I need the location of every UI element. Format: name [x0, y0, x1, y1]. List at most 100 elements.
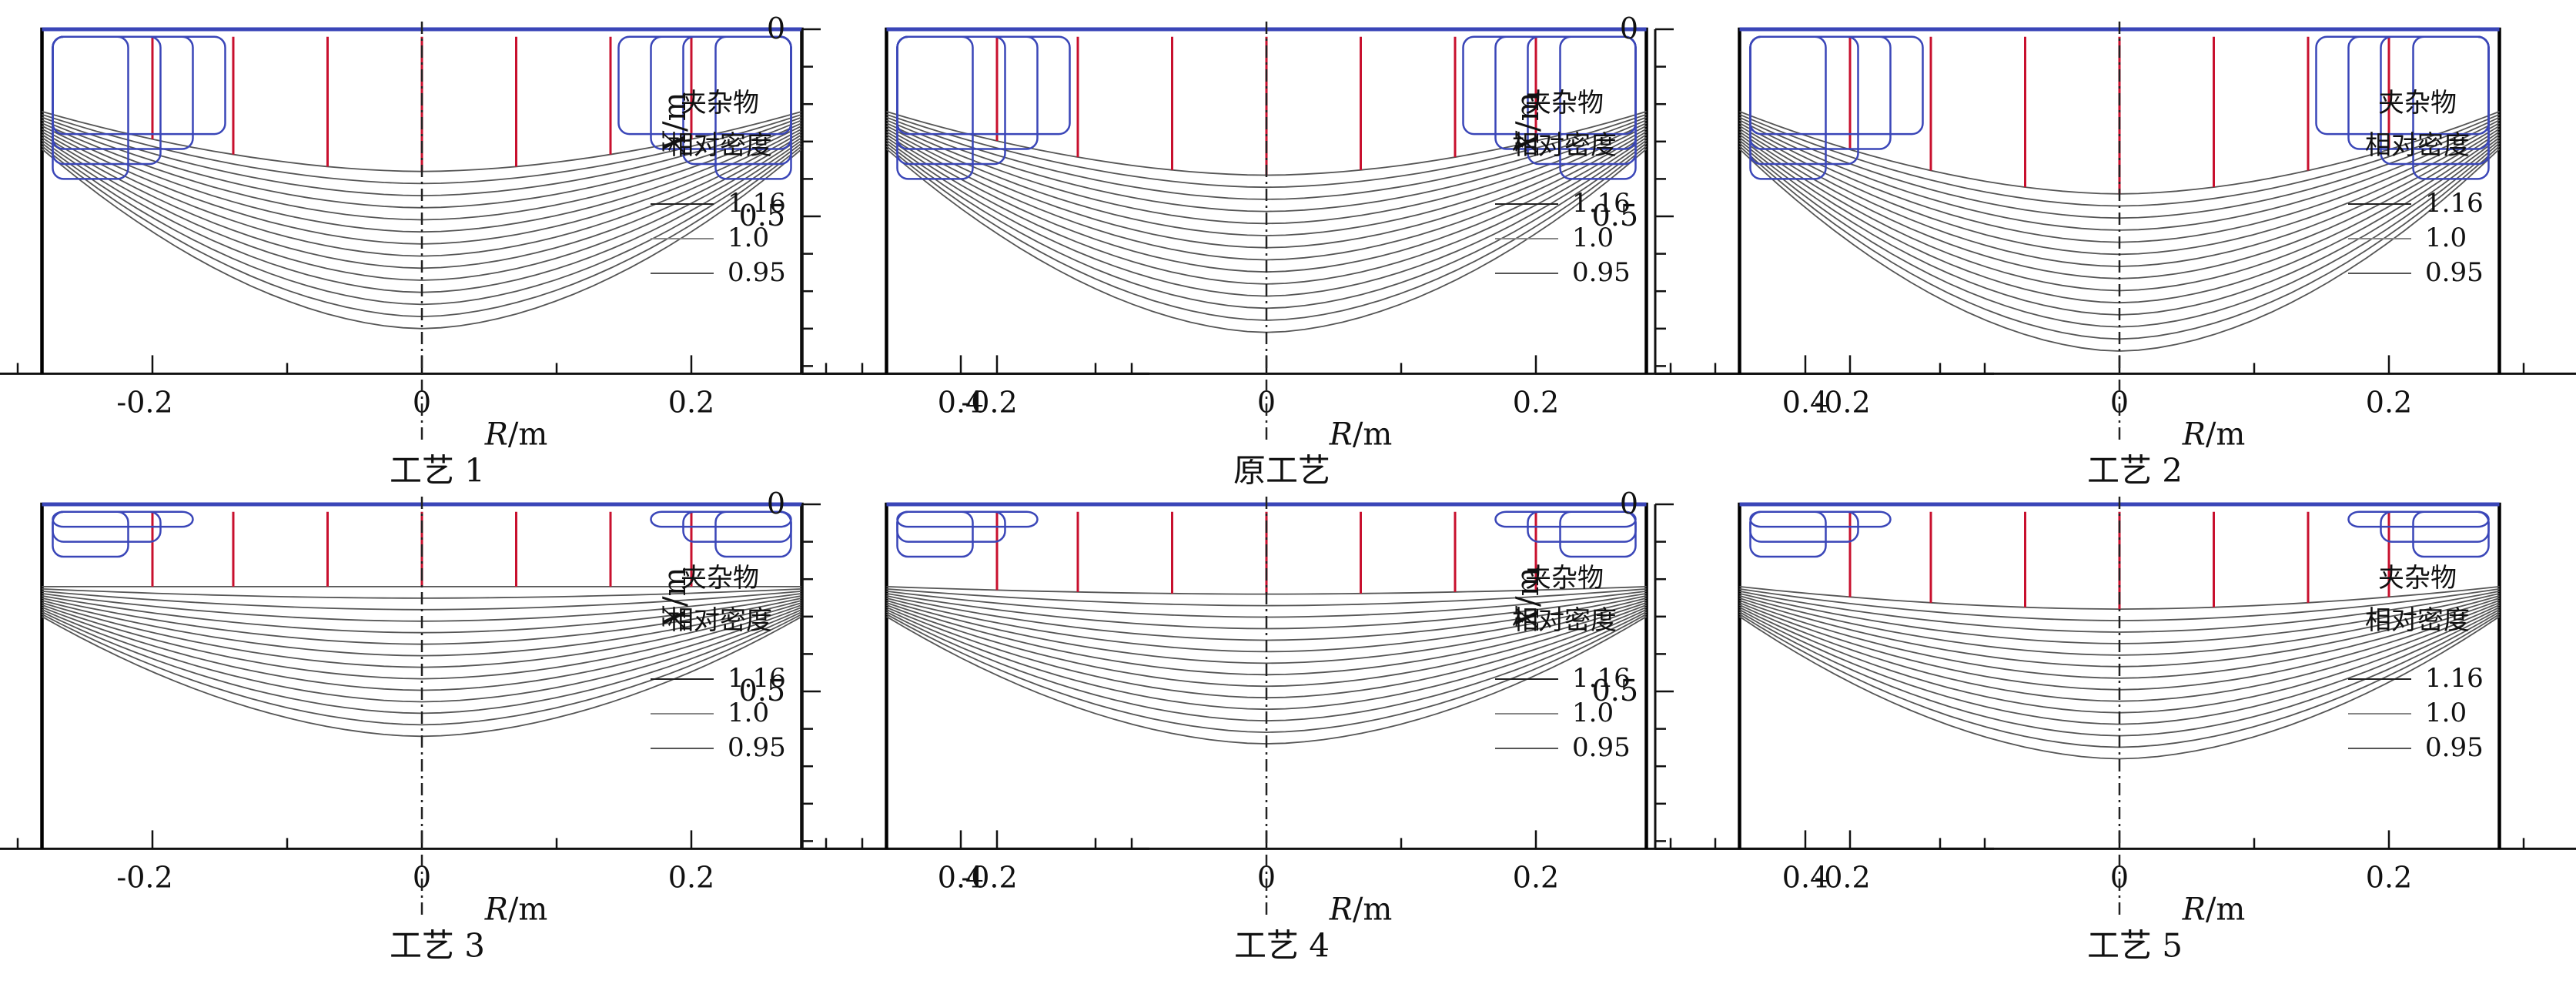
sump-contour	[1739, 600, 2500, 679]
sump-contour	[42, 125, 802, 233]
inclusion-contour	[896, 35, 1006, 166]
legend-entry: 1.0	[1572, 698, 1614, 728]
x-tick-label: 0.2	[668, 860, 714, 894]
legend-entry: 0.95	[728, 732, 786, 763]
panel-6: -0.200.20.400.5R/mX/m夹杂物相对密度1.161.00.95工…	[1510, 487, 2576, 964]
legend-entry: 0.95	[728, 257, 786, 288]
sump-contour	[886, 593, 1647, 630]
panel-2: -0.2 0 0.2 0.400.5R/mX/m 夹杂物相对密度1.161.00.95原…	[657, 12, 1994, 489]
x-tick-label: -0.2	[116, 385, 172, 419]
inclusion-contour	[896, 510, 974, 558]
sump-contour	[1739, 595, 2500, 656]
inclusion-contour	[2315, 35, 2490, 136]
sump-contour	[42, 613, 802, 726]
x-tick-label: 0.4	[938, 385, 984, 419]
inclusion-contour	[1494, 510, 1637, 528]
y-axis-title: X/m	[1510, 567, 1546, 631]
panel-caption: 原工艺	[1233, 451, 1330, 489]
inclusion-contour	[1462, 35, 1637, 136]
legend-entry: 0.95	[2425, 257, 2484, 288]
y-tick-label: 0	[767, 487, 785, 520]
legend-title: 夹杂物	[2378, 88, 2457, 119]
x-axis-title: R/m	[2182, 892, 2246, 927]
x-tick-label: -0.2	[1814, 385, 1870, 419]
legend-title: 夹杂物	[681, 88, 759, 119]
x-tick-label: 0.2	[1513, 860, 1559, 894]
panel-4: -0.200.20.400.5R/mX/m夹杂物相对密度1.161.00.95工…	[0, 497, 1149, 964]
legend-entry: 1.16	[1572, 188, 1631, 219]
y-axis-title: X/m	[657, 567, 693, 631]
panel-caption: 工艺 5	[2087, 926, 2183, 964]
x-tick-label: 0.2	[1513, 385, 1559, 419]
legend-title: 相对密度	[1512, 130, 1617, 161]
sump-contour	[42, 136, 802, 281]
sump-contour	[1739, 591, 2500, 633]
x-axis-title: R/m	[484, 417, 548, 452]
x-tick-label: 0.4	[938, 860, 984, 894]
y-tick-label: 0	[767, 12, 785, 45]
x-tick-label: 0.2	[2366, 860, 2412, 894]
sump-contour	[1739, 604, 2500, 702]
y-axis-title: X/m	[657, 92, 693, 156]
legend-entry: 1.0	[1572, 223, 1614, 253]
panel-caption: 工艺 2	[2087, 451, 2183, 489]
sump-contour	[886, 614, 1647, 734]
sump-contour	[1739, 609, 2500, 725]
legend-title: 夹杂物	[681, 563, 759, 594]
panel-caption: 工艺 1	[390, 451, 485, 489]
sump-contour	[42, 604, 802, 680]
inclusion-contour	[1749, 35, 1924, 136]
sump-contour	[886, 131, 1647, 261]
panel-5: -0.2 0 0.2 0.400.5R/mX/m 夹杂物相对密度1.161.00.95工…	[657, 487, 1994, 964]
legend-title: 夹杂物	[2378, 563, 2457, 594]
sump-contour	[886, 119, 1647, 213]
legend-title: 相对密度	[2365, 130, 2470, 161]
sump-contour	[886, 113, 1647, 189]
legend-entry: 1.16	[1572, 663, 1631, 694]
x-tick-label: -0.2	[961, 860, 1017, 894]
inclusion-contour	[650, 510, 792, 528]
x-tick-label: -0.2	[116, 860, 172, 894]
sump-contour	[886, 608, 1647, 711]
sump-contour	[886, 588, 1647, 607]
inclusion-contour	[896, 35, 1039, 150]
legend-entry: 1.16	[2425, 188, 2484, 219]
x-tick-label: -0.2	[961, 385, 1017, 419]
inclusion-contour	[896, 35, 1071, 136]
sump-contour	[41, 142, 803, 306]
x-tick-label: -0.2	[1814, 860, 1870, 894]
legend-entry: 1.16	[2425, 663, 2484, 694]
legend-entry: 1.0	[2425, 698, 2467, 728]
sump-contour	[42, 600, 802, 657]
legend-title: 相对密度	[667, 605, 772, 636]
x-tick-label: 0.4	[1782, 860, 1828, 894]
inclusion-contour	[1749, 510, 1827, 558]
legend-entry: 1.16	[728, 188, 786, 219]
y-tick-label: 0	[1620, 487, 1638, 520]
sump-contour	[886, 600, 1647, 664]
inclusion-contour	[1749, 35, 1859, 166]
legend-entry: 0.95	[1572, 732, 1631, 763]
legend-entry: 0.95	[2425, 732, 2484, 763]
y-tick-label: 0	[1620, 12, 1638, 45]
inclusion-contour	[896, 35, 974, 180]
y-tick-label: 0.5	[739, 199, 785, 233]
inclusion-contour	[52, 35, 129, 180]
legend-title: 夹杂物	[1525, 88, 1604, 119]
x-tick-label: 0.4	[1782, 385, 1828, 419]
y-axis-title: X/m	[1510, 92, 1546, 156]
inclusion-contour	[896, 510, 1039, 528]
panel-3: -0.200.20.400.5R/mX/m夹杂物相对密度1.161.00.95工…	[1510, 12, 2576, 489]
inclusion-contour	[2412, 510, 2490, 558]
legend-title: 夹杂物	[1525, 563, 1604, 594]
legend-entry: 1.0	[728, 223, 769, 253]
x-tick-label: 0.2	[668, 385, 714, 419]
inclusion-contour	[1749, 510, 1892, 528]
legend-title: 相对密度	[2365, 605, 2470, 636]
legend-entry: 1.0	[728, 698, 769, 728]
inclusion-contour	[52, 510, 129, 558]
sump-contour	[1739, 616, 2500, 760]
sump-contour	[41, 148, 803, 330]
inclusion-contour	[617, 35, 792, 136]
